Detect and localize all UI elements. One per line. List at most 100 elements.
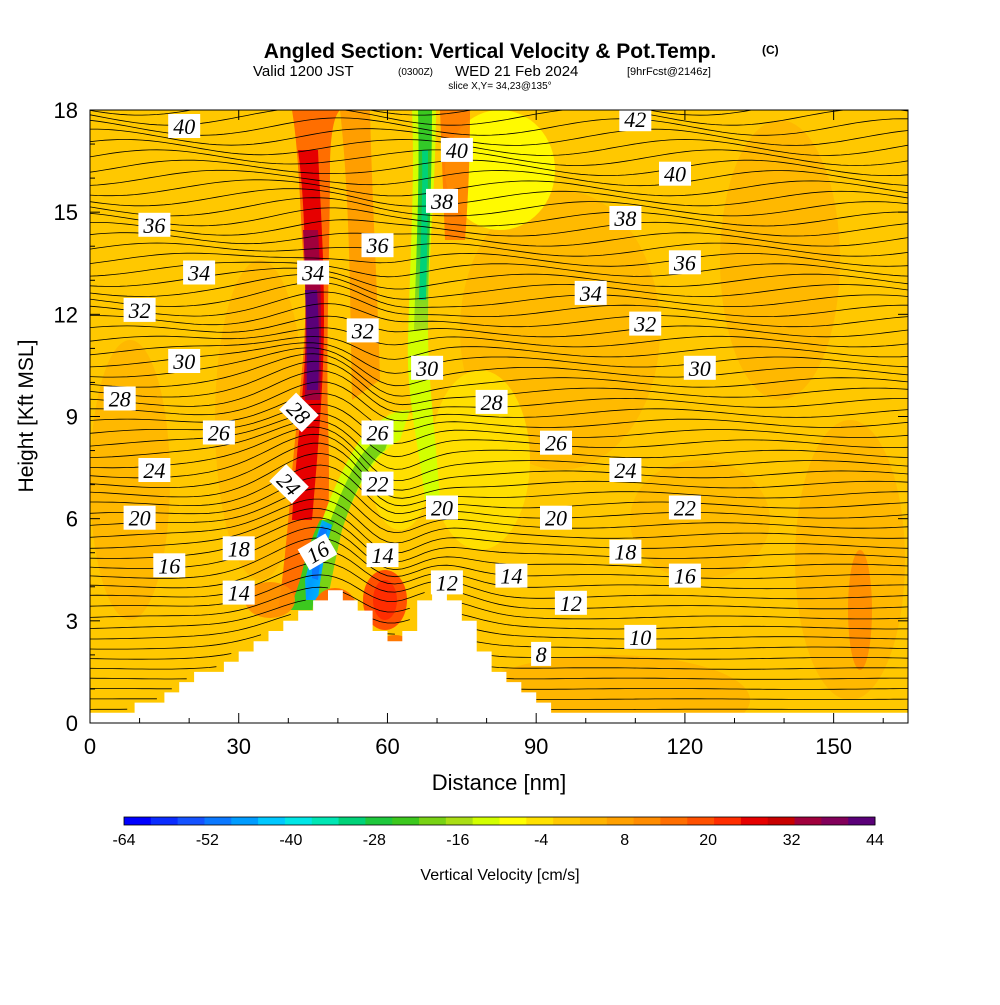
colorbar-swatch	[231, 817, 258, 825]
chart-title-mark: (C)	[762, 43, 779, 57]
colorbar-swatch	[151, 817, 178, 825]
y-tick-label: 0	[66, 711, 78, 736]
colorbar-tick-label: -16	[446, 832, 469, 849]
theta-label: 26	[362, 421, 394, 446]
colorbar-tick-label: -40	[279, 832, 302, 849]
x-tick-label: 60	[375, 734, 399, 759]
subtitle-forecast: [9hrFcst@2146z]	[627, 66, 711, 78]
x-tick-label: 90	[524, 734, 548, 759]
theta-label: 18	[609, 540, 641, 565]
theta-label-text: 38	[430, 189, 453, 214]
theta-label-text: 12	[436, 570, 458, 595]
y-tick-label: 15	[54, 200, 78, 225]
colorbar-swatch	[553, 817, 580, 825]
theta-label: 34	[297, 261, 329, 286]
theta-label: 24	[138, 458, 170, 483]
colorbar-swatch	[634, 817, 661, 825]
chart-title: Angled Section: Vertical Velocity & Pot.…	[264, 40, 716, 63]
theta-label: 34	[183, 261, 215, 286]
colorbar-tick-label: -4	[534, 832, 548, 849]
theta-label: 32	[124, 298, 156, 323]
theta-label: 30	[411, 356, 443, 381]
colorbar-swatch	[446, 817, 473, 825]
colorbar-swatch	[741, 817, 768, 825]
theta-label-text: 12	[560, 591, 582, 616]
colorbar-tick-label: 32	[783, 832, 801, 849]
x-tick-label: 150	[815, 734, 852, 759]
colorbar-swatch	[768, 817, 795, 825]
theta-label-text: 32	[351, 318, 374, 343]
colorbar-swatch	[473, 817, 500, 825]
x-tick-label: 120	[667, 734, 704, 759]
subtitle-valid: Valid 1200 JST	[253, 63, 354, 80]
theta-label-text: 14	[372, 543, 394, 568]
colorbar-swatch	[124, 817, 151, 825]
colorbar-swatch	[500, 817, 527, 825]
theta-label: 42	[619, 107, 651, 132]
colorbar-swatch	[607, 817, 634, 825]
theta-label-text: 32	[633, 312, 656, 337]
theta-label: 20	[540, 506, 572, 531]
theta-label-text: 26	[367, 421, 389, 446]
colorbar-swatch	[312, 817, 339, 825]
theta-label-text: 40	[173, 114, 195, 139]
theta-label: 30	[684, 356, 716, 381]
colorbar-swatch	[178, 817, 205, 825]
theta-label: 12	[555, 591, 587, 616]
colorbar-swatch	[821, 817, 848, 825]
y-tick-label: 3	[66, 609, 78, 634]
theta-label-text: 16	[674, 564, 696, 589]
theta-label: 20	[124, 506, 156, 531]
theta-label: 12	[431, 570, 463, 595]
theta-label-text: 10	[629, 625, 651, 650]
theta-label: 24	[609, 458, 641, 483]
colorbar-swatch	[795, 817, 822, 825]
theta-label: 36	[362, 233, 394, 258]
y-tick-label: 18	[54, 98, 78, 123]
theta-label-text: 28	[481, 390, 503, 415]
theta-label: 32	[347, 318, 379, 343]
colorbar-swatch	[365, 817, 392, 825]
theta-label-text: 20	[129, 506, 151, 531]
theta-label: 36	[138, 213, 170, 238]
x-tick-label: 0	[84, 734, 96, 759]
theta-label: 22	[362, 472, 394, 497]
theta-label: 16	[669, 564, 701, 589]
theta-label: 34	[575, 281, 607, 306]
subtitle-date: WED 21 Feb 2024	[455, 63, 578, 80]
theta-label-text: 14	[500, 564, 522, 589]
colorbar-tick-label: 20	[699, 832, 717, 849]
theta-label-text: 18	[228, 536, 250, 561]
theta-label: 32	[629, 312, 661, 337]
theta-label: 22	[669, 496, 701, 521]
theta-label-text: 26	[545, 431, 567, 456]
colorbar-swatch	[848, 817, 875, 825]
theta-label-text: 36	[673, 250, 696, 275]
theta-label-text: 22	[674, 496, 696, 521]
theta-label-text: 22	[367, 472, 389, 497]
theta-label: 8	[531, 642, 551, 667]
colorbar-tick-label: -28	[363, 832, 386, 849]
colorbar-tick-label: 44	[866, 832, 884, 849]
colorbar-swatch	[660, 817, 687, 825]
colorbar-swatch	[687, 817, 714, 825]
theta-label: 40	[168, 114, 200, 139]
y-axis-label: Height [Kft MSL]	[15, 340, 38, 493]
theta-label: 10	[624, 625, 656, 650]
theta-label: 14	[495, 564, 527, 589]
theta-label: 28	[104, 387, 136, 412]
y-tick-label: 6	[66, 507, 78, 532]
theta-label-text: 24	[143, 458, 165, 483]
theta-label: 20	[426, 496, 458, 521]
theta-label-text: 16	[158, 553, 180, 578]
x-tick-label: 30	[226, 734, 250, 759]
theta-label-text: 8	[536, 642, 547, 667]
colorbar-swatch	[392, 817, 419, 825]
colorbar-swatch	[714, 817, 741, 825]
colorbar-swatch	[339, 817, 366, 825]
theta-label-text: 24	[614, 458, 636, 483]
colorbar-tick-label: -52	[196, 832, 219, 849]
colorbar-swatch	[580, 817, 607, 825]
